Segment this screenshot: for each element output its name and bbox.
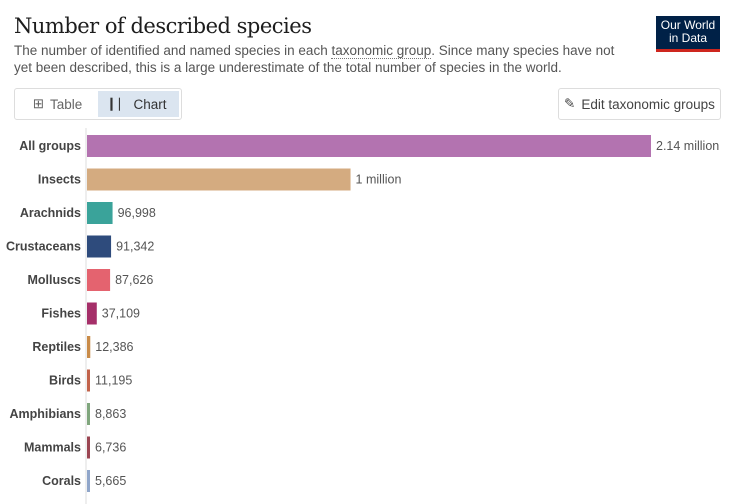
value-label: 6,736: [95, 441, 126, 455]
bar[interactable]: [87, 403, 90, 425]
edit-taxonomic-groups-button[interactable]: ✎ Edit taxonomic groups: [558, 88, 721, 120]
category-label: Insects: [38, 173, 81, 187]
chart-title: Number of described species: [14, 14, 312, 38]
bar[interactable]: [87, 135, 651, 157]
bar[interactable]: [87, 369, 90, 392]
tab-label: Table: [50, 96, 83, 112]
owid-logo[interactable]: Our World in Data: [656, 16, 720, 52]
pencil-icon: ✎: [564, 96, 576, 111]
logo-text: Our World: [660, 18, 716, 32]
value-label: 1 million: [356, 173, 402, 187]
chart-subtitle: The number of identified and named speci…: [14, 42, 634, 76]
bar[interactable]: [87, 202, 113, 224]
logo-text: in Data: [668, 31, 708, 45]
value-label: 8,863: [95, 407, 126, 421]
category-label: Molluscs: [28, 273, 82, 287]
category-label: Arachnids: [20, 206, 81, 220]
bar[interactable]: [87, 470, 90, 492]
bar[interactable]: [87, 168, 351, 191]
category-label: Mammals: [24, 441, 81, 455]
value-label: 2.14 million: [656, 139, 719, 153]
tab-chart[interactable]: ▎▏ Chart: [98, 91, 179, 117]
category-label: All groups: [19, 139, 81, 153]
value-label: 11,195: [95, 374, 132, 388]
view-tabs: ⊞ Table ▎▏ Chart: [14, 88, 182, 120]
category-label: Fishes: [41, 307, 81, 321]
bar-chart: All groups 2.14 million Insects 1 million Ar…: [6, 128, 719, 504]
bar[interactable]: [87, 336, 91, 358]
tab-table[interactable]: ⊞ Table: [17, 91, 98, 117]
taxonomic-group-link[interactable]: taxonomic group: [331, 43, 432, 59]
subtitle-text: The number of identified and named speci…: [14, 43, 332, 58]
bar[interactable]: [87, 235, 112, 258]
value-label: 12,386: [95, 340, 133, 354]
category-label: Crustaceans: [6, 240, 81, 254]
bar[interactable]: [87, 269, 111, 291]
value-label: 87,626: [115, 273, 153, 287]
category-label: Birds: [49, 374, 81, 388]
category-label: Amphibians: [9, 407, 81, 421]
category-label: Reptiles: [32, 340, 81, 354]
chart-icon: ▎▏: [110, 98, 128, 111]
bar[interactable]: [87, 302, 97, 325]
bar[interactable]: [87, 436, 90, 459]
table-icon: ⊞: [32, 96, 45, 111]
value-label: 96,998: [118, 206, 156, 220]
value-label: 37,109: [102, 307, 140, 321]
value-label: 5,665: [95, 474, 126, 488]
button-label: Edit taxonomic groups: [581, 96, 715, 112]
subtitle-text: . Since many species have not yet been d…: [14, 43, 615, 75]
value-label: 91,342: [116, 240, 154, 254]
category-label: Corals: [42, 474, 81, 488]
tab-label: Chart: [133, 96, 167, 112]
